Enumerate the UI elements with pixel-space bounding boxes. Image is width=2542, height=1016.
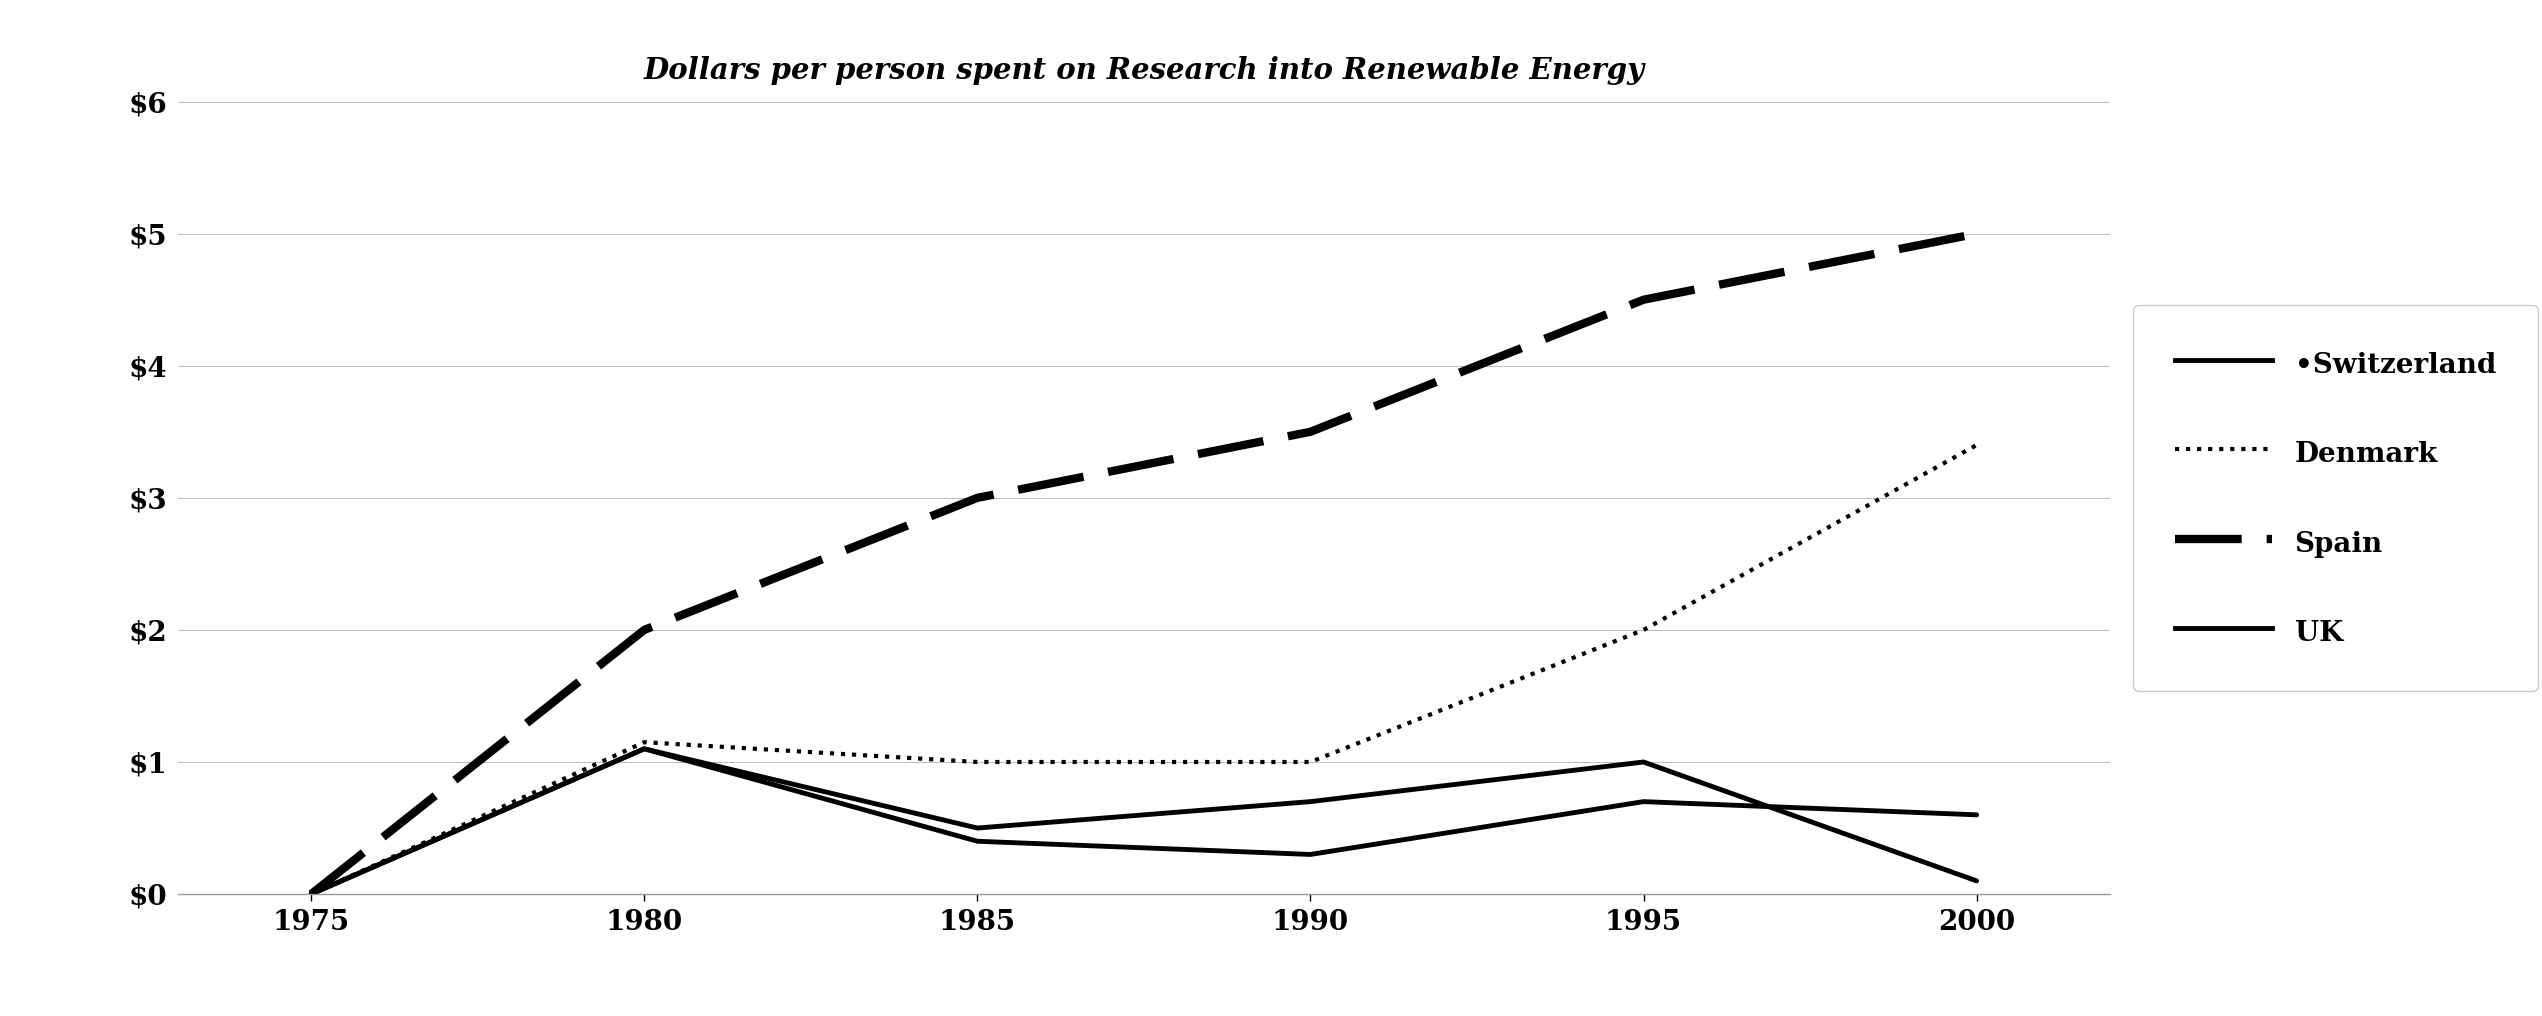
Legend: •Switzerland, Denmark, Spain, UK: •Switzerland, Denmark, Spain, UK	[2133, 305, 2537, 691]
Title: Dollars per person spent on Research into Renewable Energy: Dollars per person spent on Research int…	[643, 56, 1645, 85]
